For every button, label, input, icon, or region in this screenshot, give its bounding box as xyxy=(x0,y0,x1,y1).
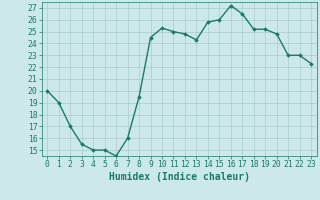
X-axis label: Humidex (Indice chaleur): Humidex (Indice chaleur) xyxy=(109,172,250,182)
